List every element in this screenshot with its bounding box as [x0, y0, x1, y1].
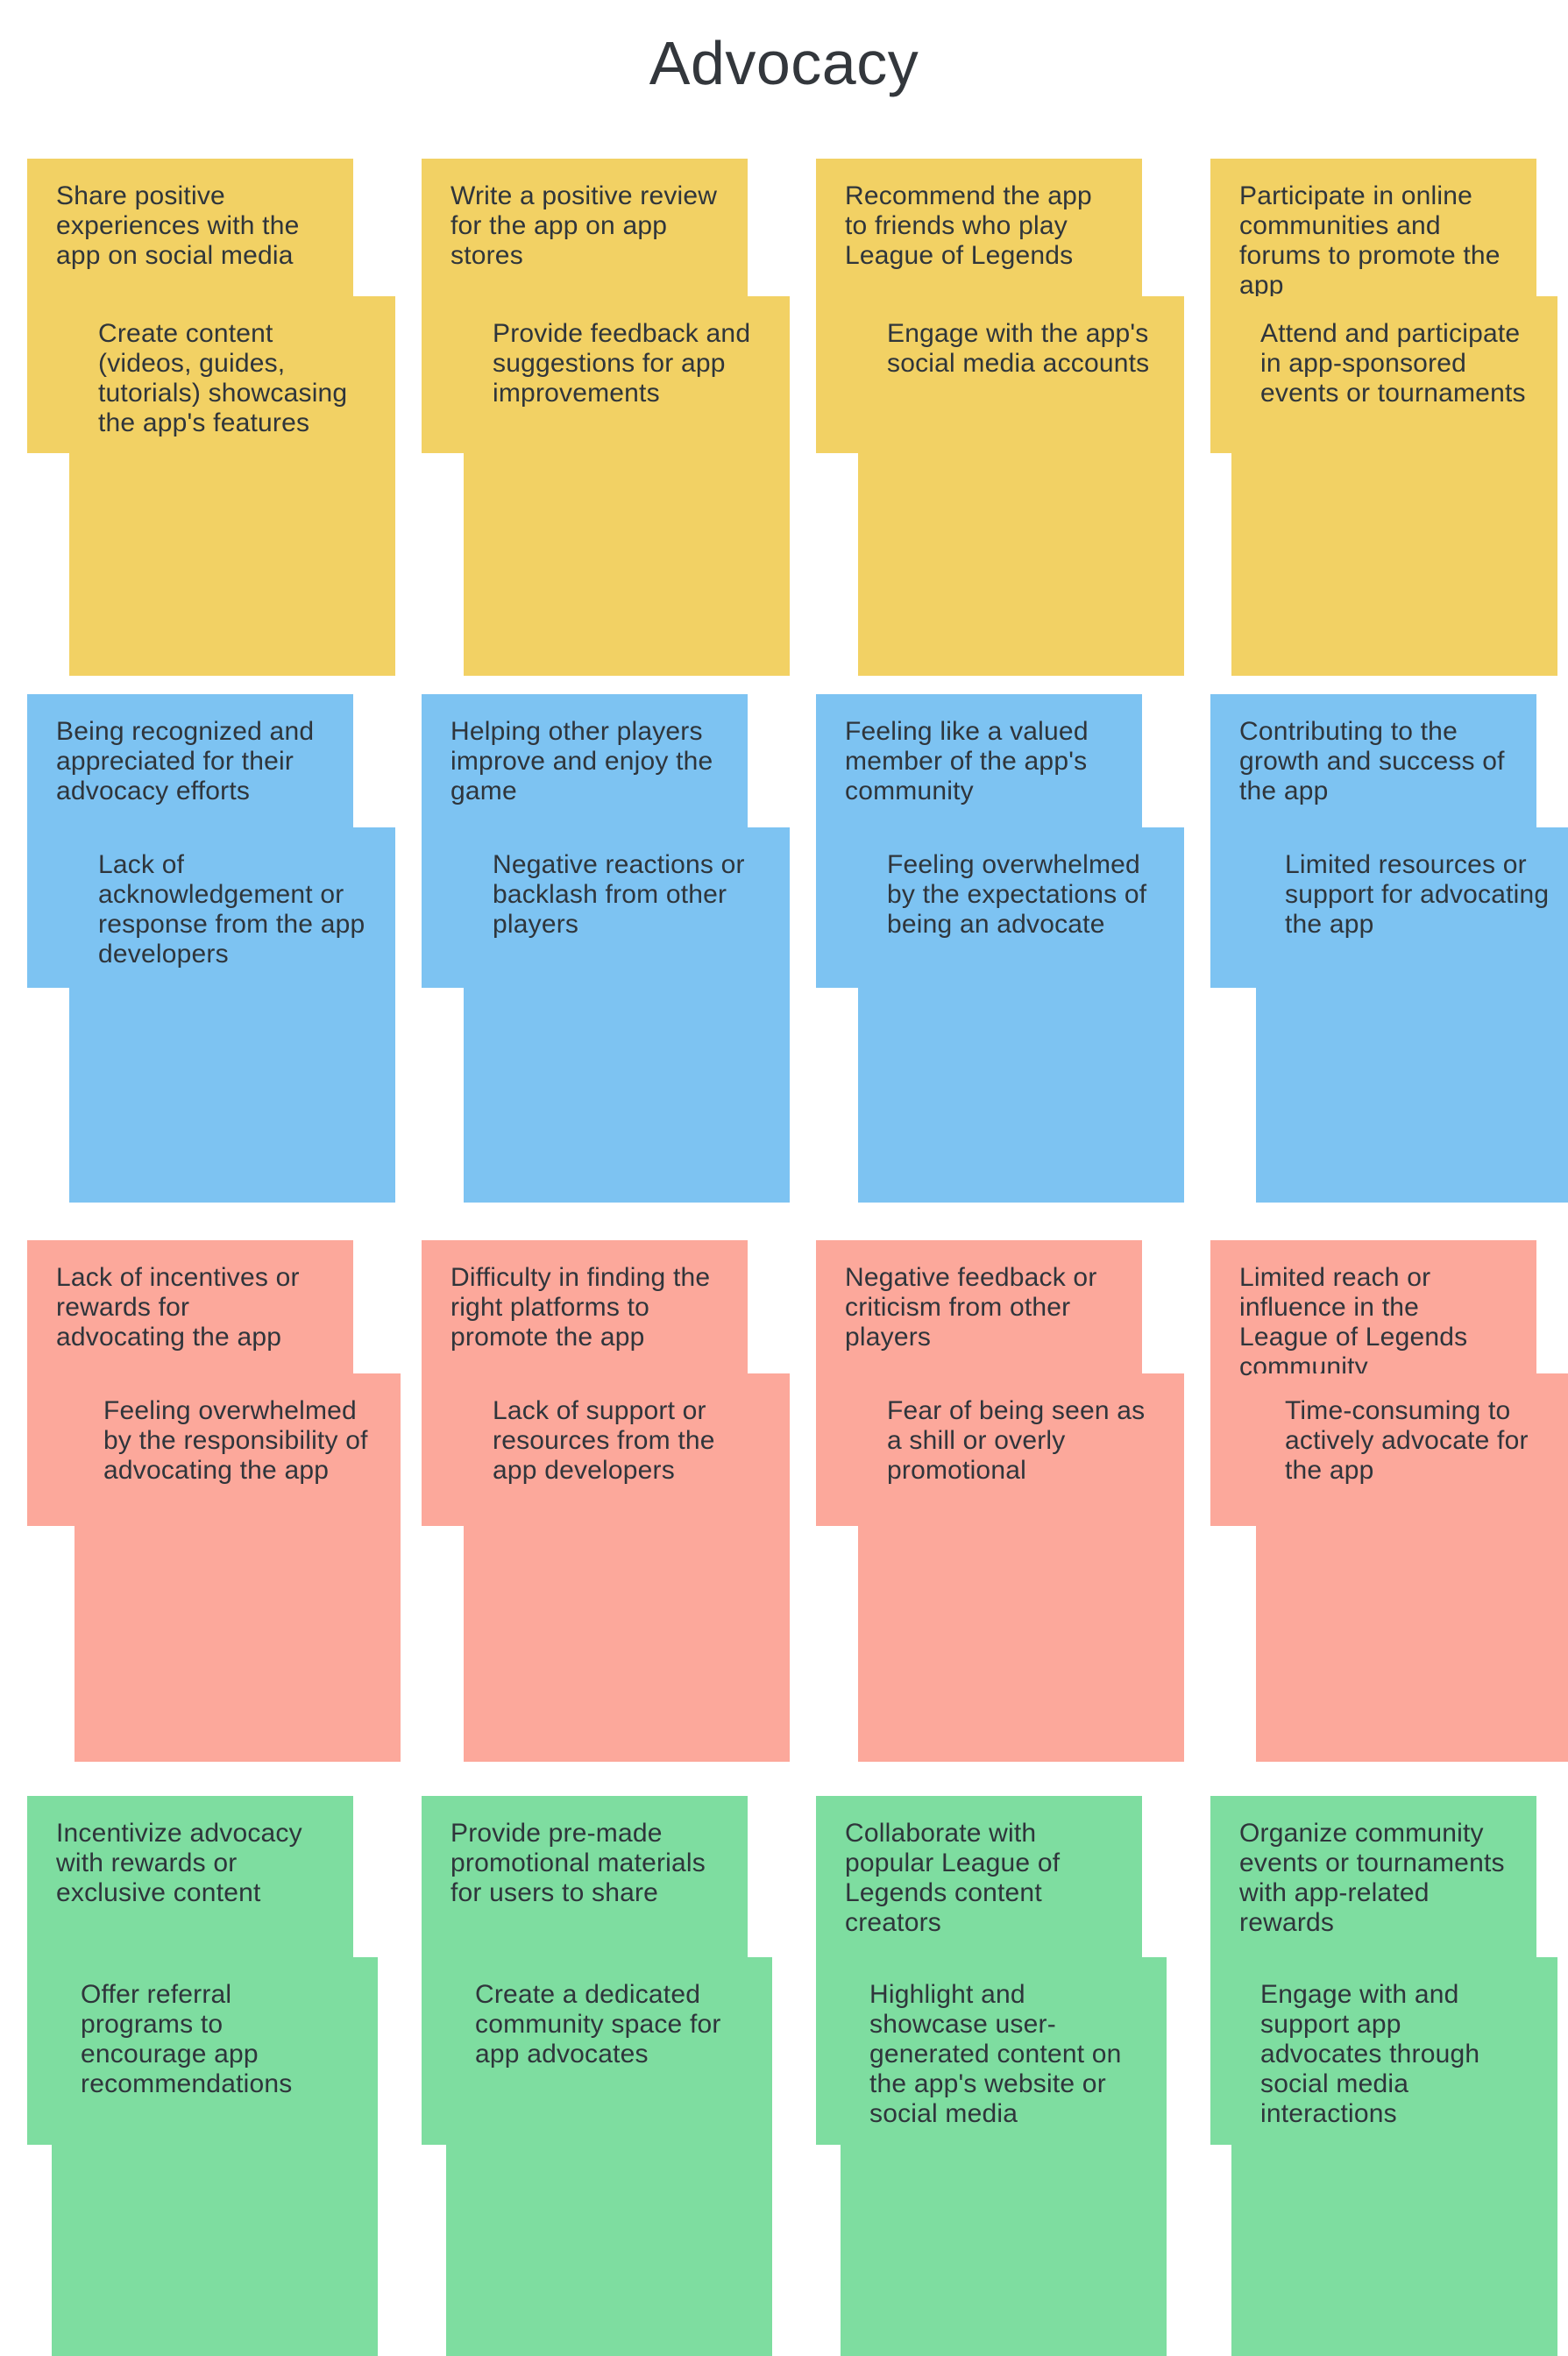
sticky-note[interactable]: Offer referral programs to encourage app… [52, 1957, 378, 2356]
sticky-note[interactable]: Lack of support or resources from the ap… [464, 1373, 790, 1762]
sticky-note[interactable]: Highlight and showcase user-generated co… [841, 1957, 1167, 2356]
sticky-note[interactable]: Time-consuming to actively advocate for … [1256, 1373, 1568, 1762]
sticky-note[interactable]: Limited resources or support for advocat… [1256, 827, 1568, 1203]
sticky-note[interactable]: Negative reactions or backlash from othe… [464, 827, 790, 1203]
sticky-note[interactable]: Lack of acknowledgement or response from… [69, 827, 395, 1203]
sticky-note[interactable]: Attend and participate in app-sponsored … [1231, 296, 1557, 676]
sticky-note[interactable]: Provide feedback and suggestions for app… [464, 296, 790, 676]
sticky-note[interactable]: Create content (videos, guides, tutorial… [69, 296, 395, 676]
sticky-note[interactable]: Engage with the app's social media accou… [858, 296, 1184, 676]
sticky-note[interactable]: Create a dedicated community space for a… [446, 1957, 772, 2356]
page-title: Advocacy [649, 29, 919, 97]
sticky-note[interactable]: Feeling overwhelmed by the expectations … [858, 827, 1184, 1203]
sticky-note[interactable]: Feeling overwhelmed by the responsibilit… [74, 1373, 401, 1762]
sticky-note[interactable]: Fear of being seen as a shill or overly … [858, 1373, 1184, 1762]
sticky-note[interactable]: Engage with and support app advocates th… [1231, 1957, 1557, 2356]
